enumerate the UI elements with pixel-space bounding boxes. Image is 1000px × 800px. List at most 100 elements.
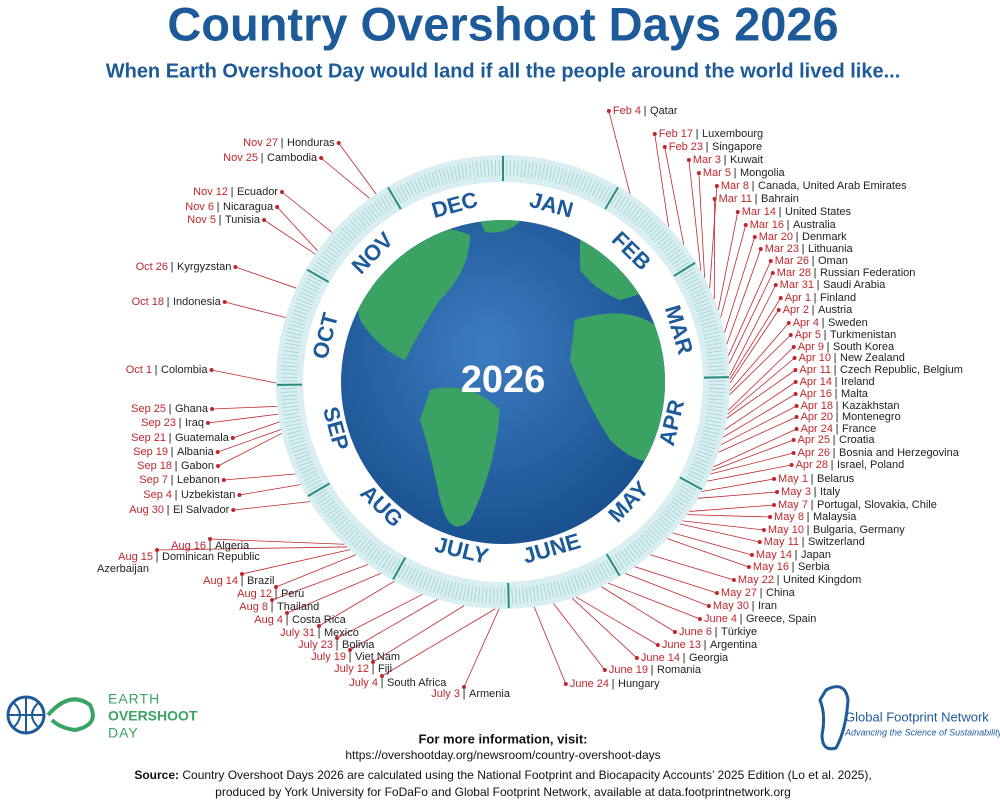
day-tick — [358, 212, 370, 226]
day-tick — [334, 236, 348, 249]
leader-line — [718, 416, 797, 453]
day-tick — [401, 565, 410, 580]
day-tick — [288, 433, 304, 439]
leader-line — [209, 538, 345, 545]
day-tick — [646, 223, 659, 236]
leader-dot — [714, 591, 719, 595]
country-label: Australia — [793, 219, 837, 231]
day-tick — [318, 258, 333, 268]
day-tick — [668, 503, 683, 514]
leader-line — [601, 586, 676, 633]
separator: | — [811, 499, 814, 511]
day-tick — [381, 554, 392, 569]
day-tick — [602, 561, 612, 577]
day-tick — [596, 565, 605, 580]
separator: | — [831, 459, 834, 471]
leader-dot — [563, 682, 568, 686]
country-label: Armenia — [469, 688, 511, 700]
separator: | — [792, 561, 795, 573]
day-tick — [343, 525, 356, 537]
date-label: Nov 6 — [185, 201, 214, 213]
separator: | — [814, 486, 817, 498]
leader-dot — [793, 380, 798, 384]
day-tick — [317, 494, 332, 505]
country-label: United Kingdom — [783, 574, 861, 586]
day-tick — [286, 331, 303, 336]
day-tick — [695, 302, 711, 309]
title: Country Overshoot Days 2026 — [167, 0, 838, 50]
day-tick — [598, 185, 607, 200]
leader-dot — [606, 109, 611, 113]
leader-dot — [205, 421, 210, 425]
day-tick — [563, 578, 570, 595]
date-label: Mar 28 — [777, 267, 811, 279]
day-tick — [698, 313, 715, 319]
country-label: Indonesia — [173, 296, 222, 308]
country-label: Turkmenistan — [830, 329, 896, 341]
day-tick — [370, 203, 381, 217]
day-tick — [475, 161, 479, 178]
day-tick — [572, 172, 579, 189]
day-tick — [281, 373, 298, 375]
day-tick — [516, 160, 519, 177]
day-tick — [468, 162, 472, 179]
leader-line — [235, 266, 297, 289]
day-tick — [708, 373, 725, 375]
day-tick — [417, 177, 424, 193]
day-tick — [669, 251, 684, 262]
day-tick — [539, 584, 544, 601]
separator: | — [795, 549, 798, 561]
country-label: Montenegro — [842, 411, 901, 423]
day-tick — [392, 557, 407, 580]
day-tick — [707, 353, 724, 357]
leader-dot — [662, 145, 667, 149]
leader-line — [239, 484, 301, 496]
day-tick — [444, 580, 450, 597]
day-tick — [708, 369, 725, 371]
separator: | — [696, 128, 699, 140]
leader-dot — [752, 235, 757, 239]
separator: | — [796, 231, 799, 243]
leader-dot — [210, 407, 215, 411]
day-tick — [673, 258, 688, 268]
date-label: Feb 4 — [613, 105, 641, 117]
separator: | — [706, 141, 709, 153]
day-tick — [464, 163, 469, 180]
leader-line — [381, 608, 496, 677]
leader-dot — [237, 493, 242, 497]
leader-dot — [274, 585, 278, 589]
leader-line — [709, 185, 718, 289]
day-tick — [523, 161, 527, 178]
leader-line — [729, 284, 777, 376]
day-tick — [676, 491, 691, 501]
gfn-name: Global Footprint Network — [845, 709, 989, 724]
leader-dot — [758, 247, 763, 251]
more-info: For more information, visit: — [418, 731, 587, 746]
day-tick — [656, 234, 670, 246]
day-tick — [299, 291, 315, 299]
day-tick — [307, 479, 322, 488]
leader-line — [553, 603, 606, 671]
source-text: Country Overshoot Days 2026 are calculat… — [182, 768, 871, 782]
day-tick — [692, 295, 708, 303]
leader-line — [722, 393, 796, 438]
day-tick — [610, 192, 620, 207]
day-tick — [284, 342, 301, 347]
day-tick — [638, 215, 651, 228]
day-tick — [695, 453, 712, 460]
day-tick — [660, 514, 673, 526]
country-label: Honduras — [287, 137, 335, 149]
eod-logo: EARTH OVERSHOOT DAY — [6, 691, 198, 741]
separator: | — [209, 540, 212, 552]
date-label: Mar 31 — [780, 279, 814, 291]
day-tick — [302, 469, 318, 478]
country-label: Cambodia — [267, 152, 318, 164]
country-label: Ireland — [841, 376, 875, 388]
day-tick — [415, 571, 423, 587]
day-tick — [704, 335, 721, 340]
day-tick — [663, 242, 677, 254]
country-label: Azerbaijan — [97, 563, 149, 575]
date-label: Apr 9 — [798, 341, 824, 353]
leader-line — [271, 564, 369, 601]
day-tick — [357, 537, 369, 550]
